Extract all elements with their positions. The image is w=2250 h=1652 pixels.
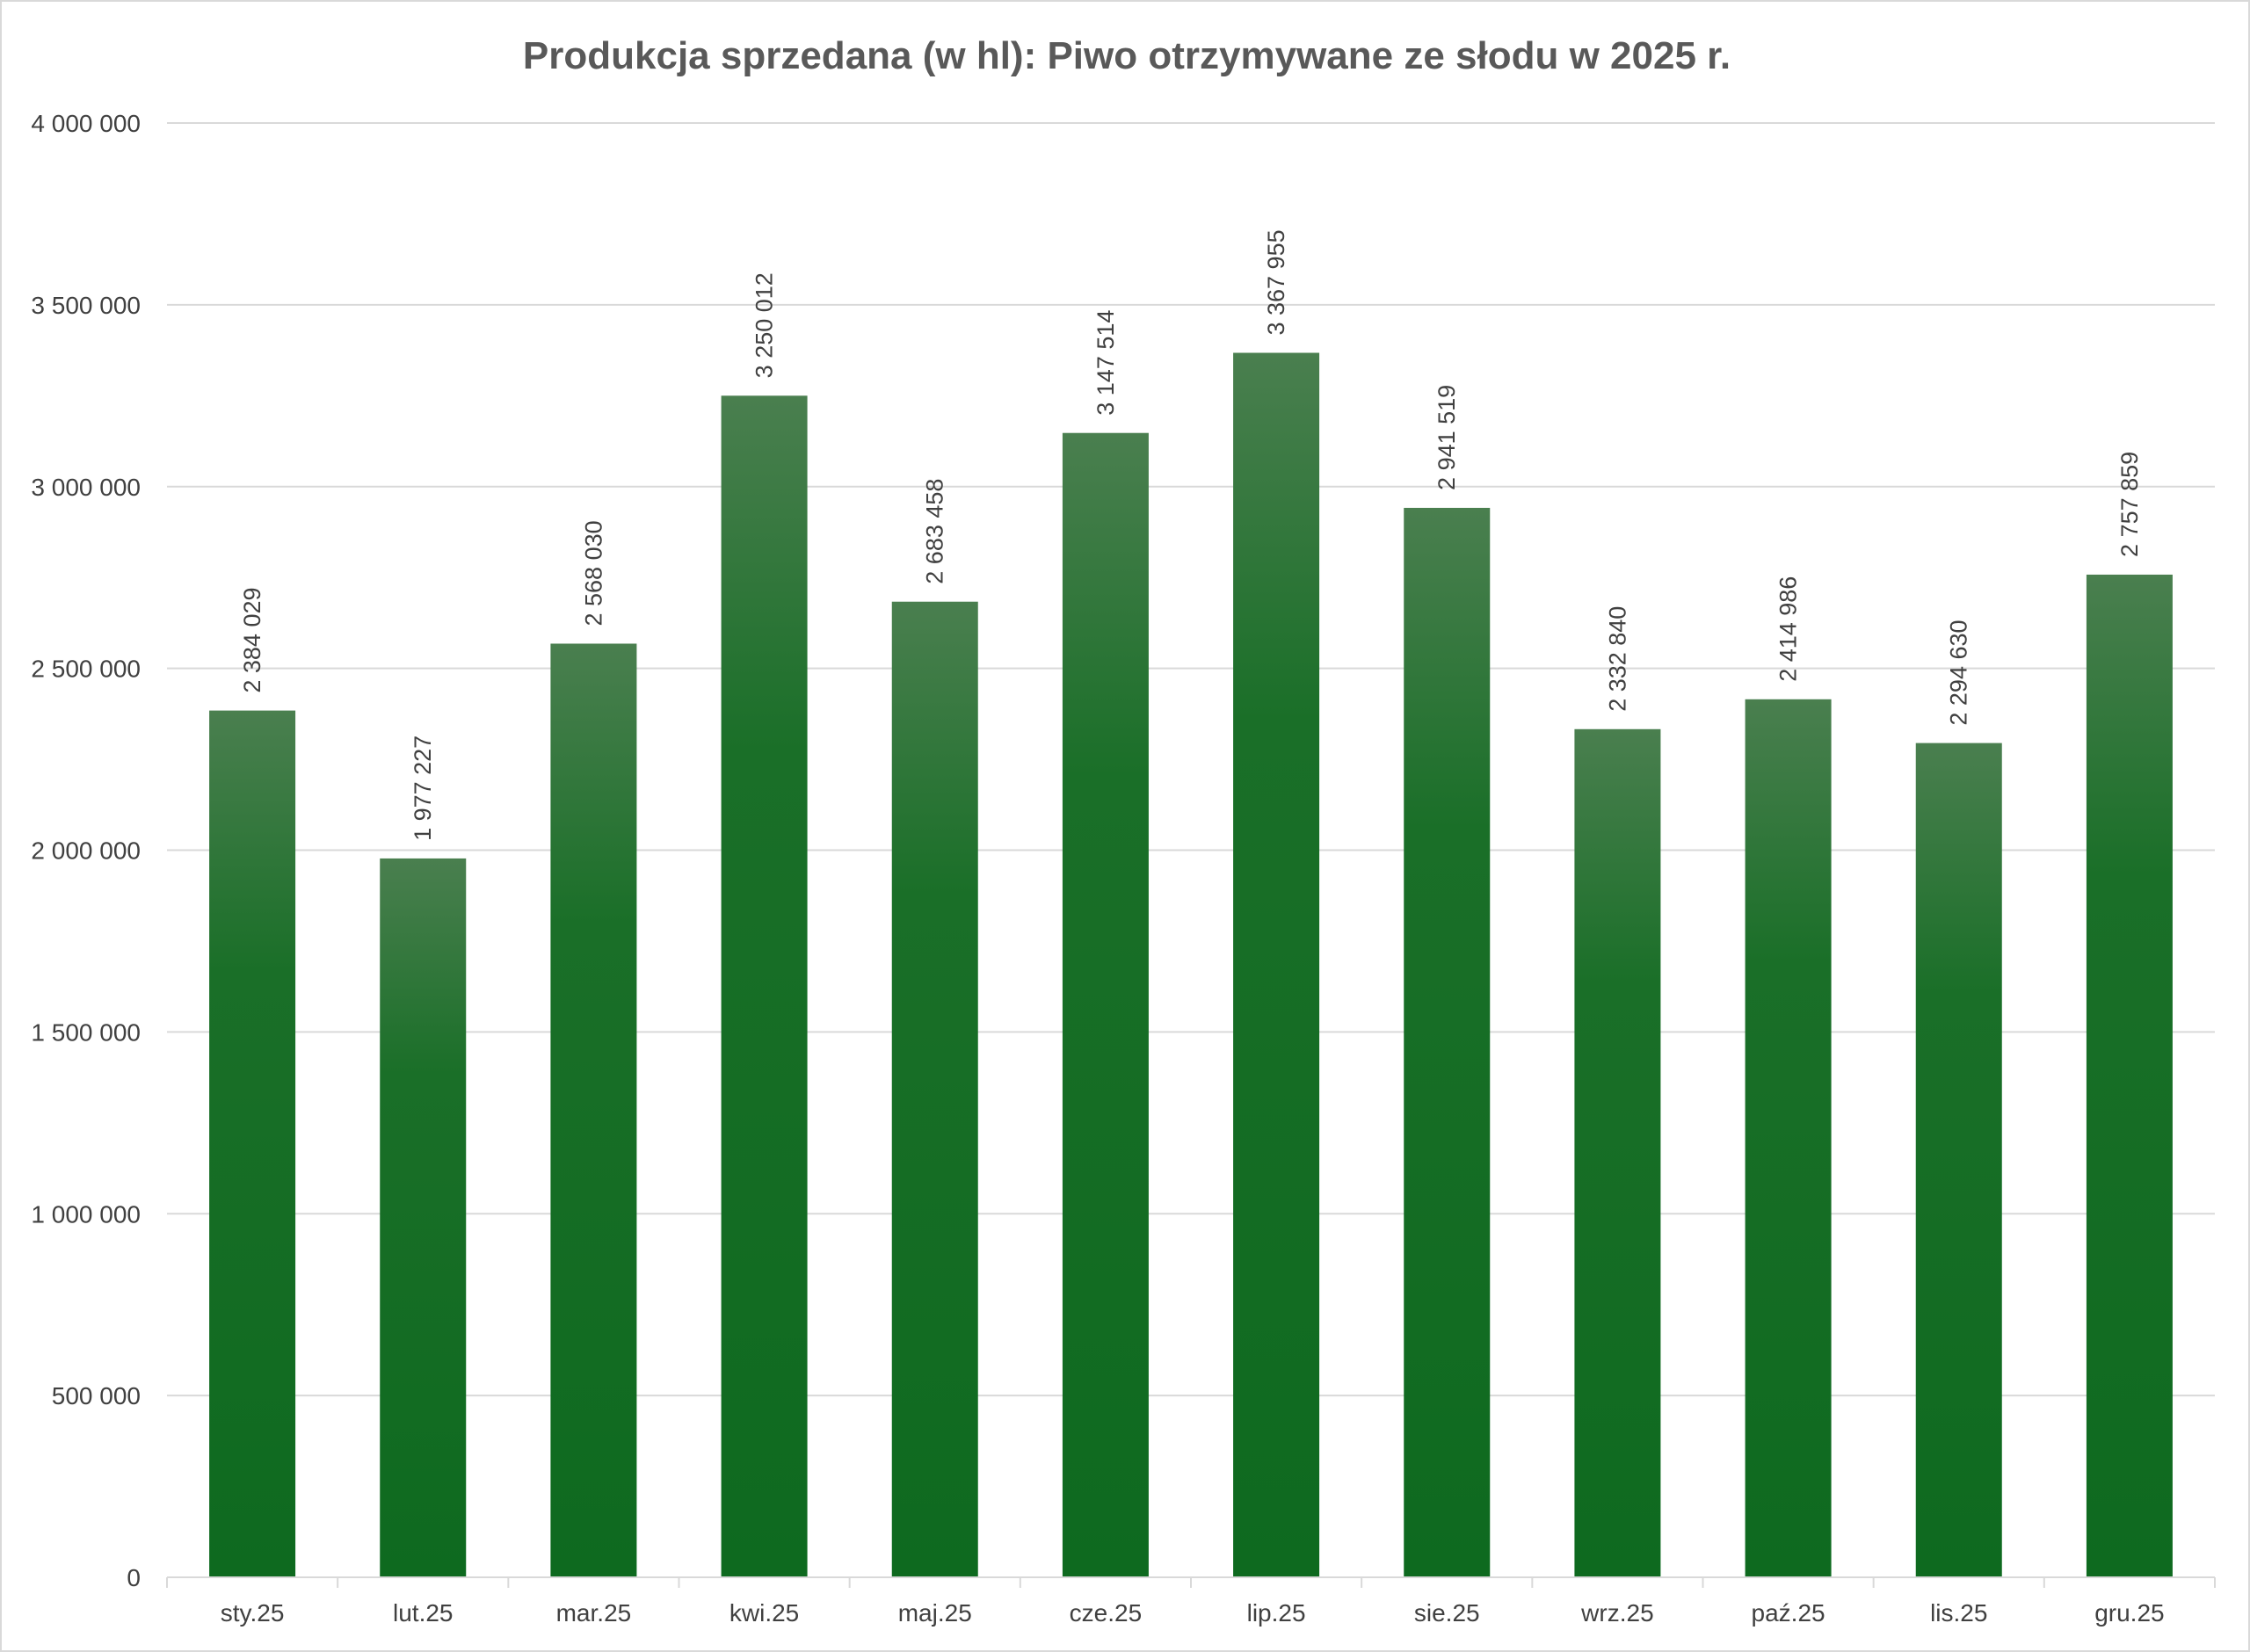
x-tick-label: paź.25	[1752, 1599, 1825, 1627]
bar-sie.25	[1404, 507, 1491, 1577]
y-tick-label: 2 000 000	[31, 837, 141, 865]
x-tick-label: lis.25	[1930, 1599, 1987, 1627]
x-tick-label: cze.25	[1070, 1599, 1143, 1627]
bar-cze.25	[1062, 432, 1149, 1578]
x-tick-label: maj.25	[898, 1599, 972, 1627]
data-label: 3 147 514	[1092, 310, 1119, 416]
bars	[209, 352, 2173, 1578]
x-tick-label: sty.25	[221, 1599, 285, 1627]
data-label: 3 250 012	[751, 272, 778, 378]
data-label: 2 294 630	[1946, 620, 1972, 725]
y-tick-label: 4 000 000	[31, 110, 141, 137]
bar-kwi.25	[721, 395, 808, 1578]
bar-lip.25	[1233, 352, 1320, 1578]
y-tick-label: 1 500 000	[31, 1018, 141, 1046]
y-tick-label: 2 500 000	[31, 656, 141, 683]
y-tick-label: 500 000	[52, 1382, 141, 1409]
data-label: 2 332 840	[1604, 606, 1630, 712]
bar-lis.25	[1915, 743, 2002, 1577]
bar-paź.25	[1745, 699, 1832, 1577]
bar-mar.25	[550, 643, 637, 1578]
data-label: 2 757 859	[2116, 452, 2143, 557]
bar-maj.25	[891, 601, 978, 1577]
y-tick-label: 3 000 000	[31, 474, 141, 501]
y-tick-label: 3 500 000	[31, 292, 141, 319]
x-tick-label: lut.25	[393, 1599, 454, 1627]
data-label: 2 568 030	[580, 520, 606, 626]
x-tick-label: lip.25	[1247, 1599, 1306, 1627]
data-label: 2 683 458	[922, 479, 948, 584]
data-label: 1 977 227	[410, 735, 436, 841]
bar-wrz.25	[1574, 728, 1661, 1577]
data-label: 2 941 519	[1433, 385, 1460, 490]
y-axis-tick-labels: 0 500 000 1 000 000 1 500 000 2 000 000 2 500…	[31, 110, 141, 1591]
data-label: 2 384 029	[239, 587, 265, 692]
data-labels: 2 384 029 1 977 227 2 568 030 3 250 012 2 68…	[239, 229, 2143, 841]
x-axis	[166, 1576, 2216, 1588]
gridlines	[167, 122, 2215, 1397]
data-label: 3 367 955	[1263, 229, 1289, 335]
x-tick-label: wrz.25	[1580, 1599, 1653, 1627]
bar-sty.25	[209, 710, 296, 1577]
x-axis-tick-labels: sty.25 lut.25 mar.25 kwi.25 maj.25 cze.25 lip.…	[221, 1599, 2165, 1627]
chart-title: Produkcja sprzedana (w hl): Piwo otrzymy…	[523, 34, 1731, 77]
data-label: 2 414 986	[1775, 576, 1802, 682]
x-tick-label: kwi.25	[729, 1599, 799, 1627]
bar-gru.25	[2086, 574, 2173, 1578]
bar-lut.25	[380, 858, 467, 1577]
y-tick-label: 0	[127, 1564, 141, 1591]
y-tick-label: 1 000 000	[31, 1200, 141, 1228]
x-tick-label: mar.25	[556, 1599, 632, 1627]
x-tick-label: gru.25	[2094, 1599, 2164, 1627]
x-tick-label: sie.25	[1414, 1599, 1480, 1627]
